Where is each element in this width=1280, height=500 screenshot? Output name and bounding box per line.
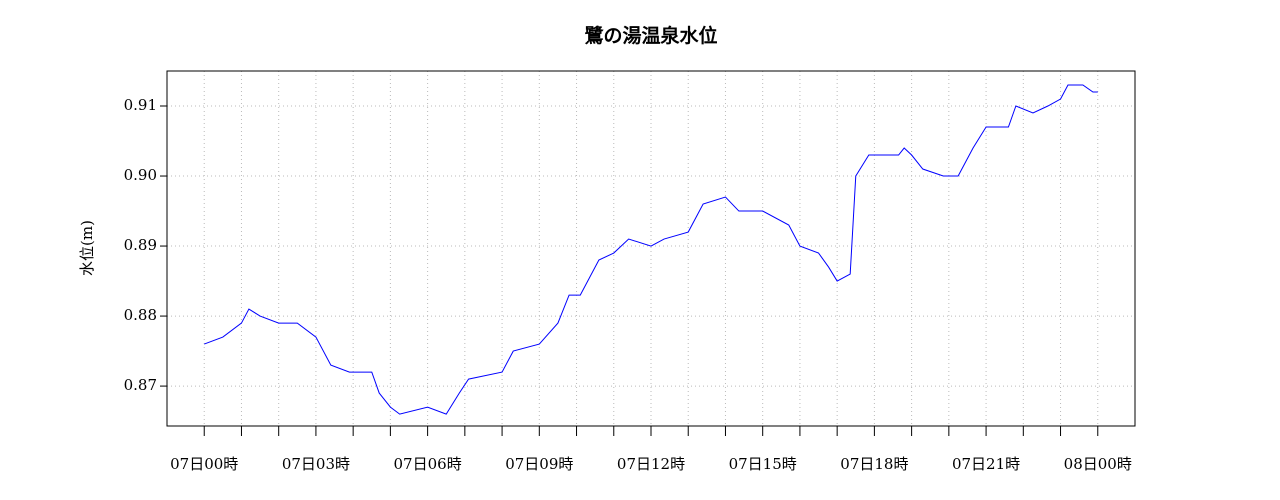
data-line [204, 84, 1098, 415]
y-tick-label: 0.91 [124, 96, 157, 114]
x-tick-label: 07日00時 [170, 455, 238, 473]
y-tick-label: 0.89 [124, 236, 157, 254]
x-tick-label: 08日00時 [1064, 455, 1132, 473]
y-tick-label: 0.88 [124, 306, 157, 324]
y-tick-label: 0.90 [124, 166, 157, 184]
plot-frame [166, 70, 1136, 427]
y-axis-label: 水位(m) [78, 220, 96, 276]
x-tick-label: 07日15時 [729, 455, 797, 473]
x-tick-label: 07日09時 [505, 455, 573, 473]
y-tick-label: 0.87 [124, 376, 157, 394]
x-tick-label: 07日18時 [840, 455, 908, 473]
x-tick-label: 07日12時 [617, 455, 685, 473]
x-tick-label: 07日21時 [952, 455, 1020, 473]
chart-title: 鷺の湯温泉水位 [584, 24, 717, 47]
x-tick-label: 07日03時 [282, 455, 350, 473]
x-tick-label: 07日06時 [394, 455, 462, 473]
